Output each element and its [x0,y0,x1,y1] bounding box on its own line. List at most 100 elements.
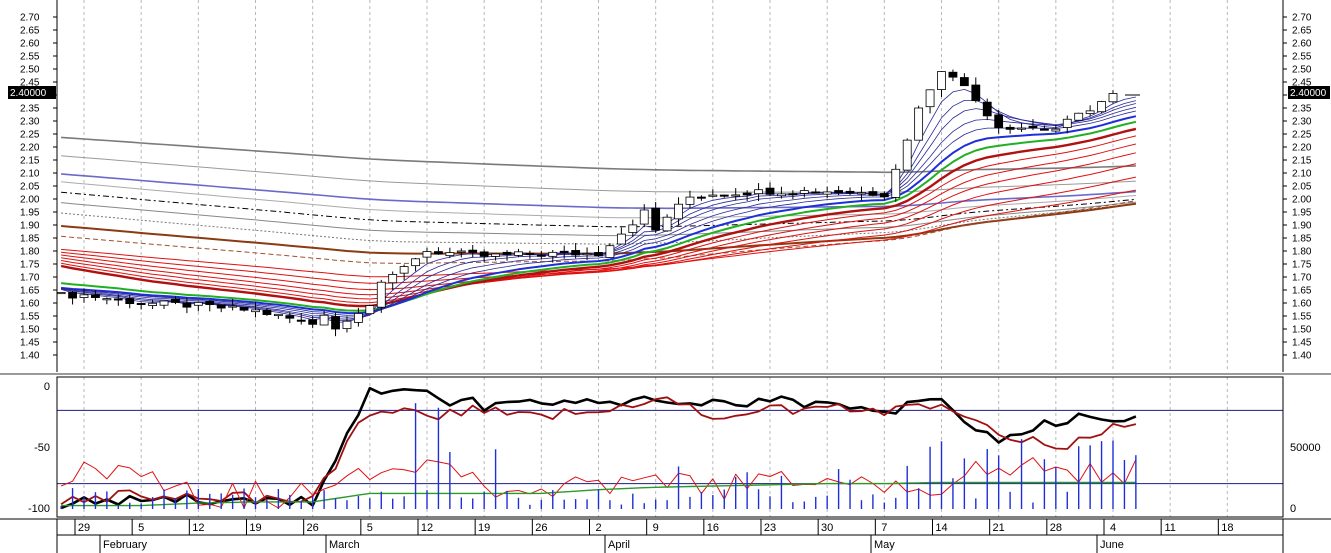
candle [948,69,958,82]
candle [868,187,878,197]
price-tick-label-left: 1.50 [20,325,40,336]
price-tick-label-left: 1.60 [20,299,40,310]
candle-body [193,301,203,306]
price-tick-label-right: 2.65 [1292,26,1312,37]
candle-body [148,302,158,306]
candle-body [91,294,100,298]
candle-body [845,190,855,194]
candle [959,73,969,87]
candle-body [639,209,649,225]
candle-body [948,71,958,78]
candle [1097,100,1106,114]
candle [639,204,649,227]
candle [502,250,512,261]
candle [536,250,546,260]
time-day-label: 23 [764,522,776,534]
price-tick-label-right: 1.80 [1292,247,1312,258]
candle-body [273,313,283,317]
candle [342,316,352,333]
price-tick-label-left: 1.65 [20,286,40,297]
price-tick-label-left: 2.50 [20,65,40,76]
candle [422,247,432,264]
time-day-label: 7 [881,522,887,534]
price-tick-label-left: 2.15 [20,156,40,167]
candle [296,312,306,325]
ma-long-gray-2 [61,155,1136,193]
time-day-label: 26 [535,522,547,534]
candle [399,264,409,281]
price-axis-left: 2.702.652.602.552.502.452.402.352.302.25… [20,13,57,362]
price-tick-label-right: 2.10 [1292,169,1312,180]
time-day-label: 26 [307,522,319,534]
candle-body [491,253,501,257]
candle [879,191,889,201]
candle-body [708,194,718,197]
ma-red-3 [61,152,1137,296]
last-price-badge-right-label: 2.40000 [1290,88,1327,99]
candle-body [891,168,901,198]
price-tick-label-right: 2.25 [1292,130,1312,141]
price-tick-label-left: 2.60 [20,39,40,50]
candle-body [685,196,695,205]
candle [811,188,821,194]
candle-body [674,203,683,220]
candle-body [239,306,249,311]
candle [91,290,100,301]
candle [239,306,249,312]
time-day-label: 16 [707,522,719,534]
price-tick-label-left: 2.00 [20,195,40,206]
candle [434,247,443,255]
candle [479,249,489,263]
candle [857,186,866,201]
price-tick-label-right: 2.50 [1292,65,1312,76]
candle [308,315,318,329]
osc-tick-label-left: -50 [34,442,50,454]
candle [1005,124,1015,134]
price-tick-label-right: 2.30 [1292,117,1312,128]
candle-body [605,245,615,258]
candle [1051,124,1061,133]
price-tick-label-left: 2.45 [20,78,40,89]
candle-body [525,252,535,255]
candle-body [365,305,375,315]
time-day-label: 30 [821,522,833,534]
candle-body [799,190,809,194]
candle-body [777,193,786,197]
price-tick-label-left: 1.80 [20,247,40,258]
candle-body [479,251,489,257]
candle-body [228,305,238,308]
candle [777,186,786,199]
candle-body [971,84,981,102]
candle-body [1028,125,1038,129]
candle-body [79,294,89,298]
candle-body [754,189,763,195]
candle-body [502,251,512,255]
candle-body [251,309,260,313]
price-tick-label-right: 1.90 [1292,221,1312,232]
price-tick-label-right: 2.35 [1292,104,1312,115]
candle [251,302,260,318]
candle [456,248,466,258]
last-price-badge-left-label: 2.40000 [10,88,47,99]
candle-body [456,250,466,253]
candle-body [285,315,295,319]
candle-body [136,302,146,305]
candle-body [1051,128,1061,132]
candle-body [571,250,581,256]
candle [411,257,420,272]
price-tick-label-right: 2.60 [1292,39,1312,50]
candle-body [788,193,798,196]
candle [754,183,763,202]
candle-body [765,187,775,195]
candle [1085,105,1095,117]
candle-body [868,191,878,196]
osc-tick-label-right: 0 [1290,503,1296,515]
price-tick-label-left: 2.55 [20,52,40,63]
ma-red-6 [60,127,1137,308]
osc-series-1 [60,396,1137,506]
candle-body [171,298,180,303]
price-tick-label-right: 1.45 [1292,338,1312,349]
candle-body [205,300,215,305]
candle-body [56,292,66,295]
